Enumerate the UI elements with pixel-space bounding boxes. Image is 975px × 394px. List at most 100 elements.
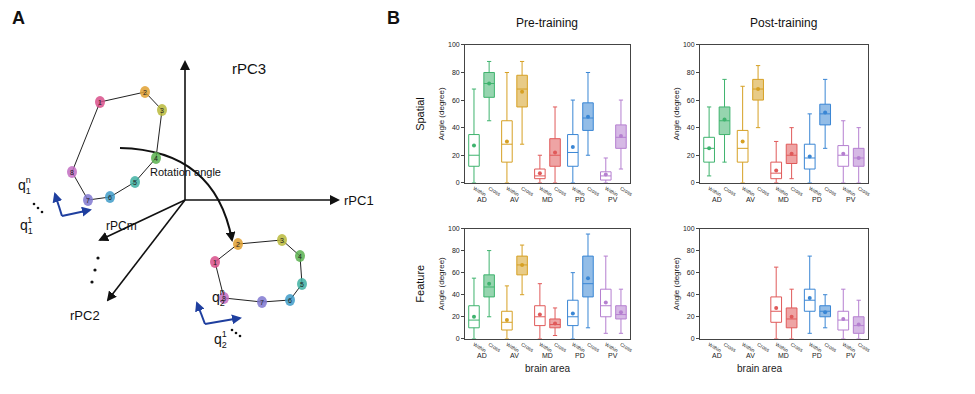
svg-text:60: 60 [687,269,695,276]
svg-text:rPCm: rPCm [106,219,137,233]
svg-text:60: 60 [452,97,460,104]
svg-text:80: 80 [452,69,460,76]
svg-text:20: 20 [452,152,460,159]
svg-text:MD: MD [778,196,789,203]
svg-text:100: 100 [448,225,460,232]
svg-text:Cross: Cross [553,341,568,353]
svg-text:Within: Within [505,185,520,197]
svg-text:Cross: Cross [790,341,805,353]
svg-text:Cross: Cross [487,341,502,353]
svg-text:q21: q21 [214,329,227,350]
svg-text:0: 0 [456,179,460,186]
svg-text:PV: PV [846,196,856,203]
svg-text:6: 6 [108,194,112,201]
svg-text:Within: Within [505,341,520,353]
svg-text:100: 100 [448,41,460,48]
svg-text:rPC2: rPC2 [70,308,100,323]
svg-text:40: 40 [687,291,695,298]
svg-text:B: B [387,8,400,28]
svg-text:q1n: q1n [18,175,31,196]
svg-text:0: 0 [691,335,695,342]
svg-text:0: 0 [691,179,695,186]
svg-text:MD: MD [778,352,789,359]
svg-text:2: 2 [236,241,240,248]
svg-text:Post-training: Post-training [750,16,817,30]
svg-text:Within: Within [472,185,487,197]
svg-text:1: 1 [213,259,217,266]
svg-text:AV: AV [746,196,755,203]
svg-text:Cross: Cross [823,341,838,353]
svg-text:Within: Within [808,341,823,353]
svg-text:20: 20 [687,152,695,159]
svg-text:Angle (degree): Angle (degree) [437,87,446,140]
svg-text:Within: Within [774,185,789,197]
svg-text:Cross: Cross [790,185,805,197]
svg-text:AV: AV [510,352,519,359]
svg-text:8: 8 [70,169,74,176]
svg-text:Cross: Cross [553,185,568,197]
svg-text:Within: Within [571,185,586,197]
svg-text:brain area: brain area [737,363,782,374]
svg-text:80: 80 [687,247,695,254]
svg-text:rPC1: rPC1 [344,193,374,208]
svg-text:q2n: q2n [212,287,225,308]
svg-text:Within: Within [842,185,857,197]
svg-text:Cross: Cross [756,341,771,353]
svg-text:Angle (degree): Angle (degree) [672,257,681,310]
svg-text:1: 1 [98,99,102,106]
svg-text:AD: AD [477,352,487,359]
svg-text:Within: Within [571,341,586,353]
svg-text:Within: Within [808,185,823,197]
svg-text:brain area: brain area [525,363,570,374]
svg-text:Cross: Cross [823,185,838,197]
svg-text:20: 20 [687,313,695,320]
svg-text:Spatial: Spatial [414,97,426,131]
svg-text:4: 4 [298,253,302,260]
svg-text:Within: Within [842,341,857,353]
svg-text:2: 2 [143,89,147,96]
svg-text:60: 60 [687,97,695,104]
svg-text:5: 5 [300,281,304,288]
svg-text:40: 40 [452,124,460,131]
svg-text:6: 6 [288,297,292,304]
svg-text:Cross: Cross [520,185,535,197]
svg-text:Within: Within [774,341,789,353]
svg-text:MD: MD [542,196,553,203]
svg-text:Feature: Feature [414,265,426,303]
svg-text:Cross: Cross [857,341,872,353]
svg-text:5: 5 [133,179,137,186]
svg-text:PV: PV [608,352,618,359]
svg-text:AV: AV [746,352,755,359]
svg-text:80: 80 [687,69,695,76]
svg-text:Within: Within [741,185,756,197]
svg-text:100: 100 [683,41,695,48]
svg-text:Pre-training: Pre-training [516,16,578,30]
svg-text:Rotation angle: Rotation angle [150,166,221,178]
svg-text:MD: MD [542,352,553,359]
svg-text:PD: PD [575,196,585,203]
svg-text:Cross: Cross [723,185,738,197]
svg-text:Within: Within [707,341,722,353]
svg-text:AD: AD [712,352,722,359]
svg-text:40: 40 [687,124,695,131]
svg-text:Cross: Cross [586,185,601,197]
svg-text:PD: PD [812,196,822,203]
svg-text:20: 20 [452,313,460,320]
svg-text:PD: PD [575,352,585,359]
svg-text:Cross: Cross [619,185,634,197]
svg-text:Within: Within [604,185,619,197]
svg-text:PV: PV [846,352,856,359]
svg-text:Within: Within [741,341,756,353]
svg-text:7: 7 [86,197,90,204]
svg-text:40: 40 [452,291,460,298]
svg-text:3: 3 [160,107,164,114]
svg-text:100: 100 [683,225,695,232]
svg-text:AD: AD [712,196,722,203]
svg-text:A: A [12,8,25,28]
svg-text:rPC3: rPC3 [232,60,266,77]
svg-text:Cross: Cross [619,341,634,353]
svg-text:PD: PD [812,352,822,359]
svg-text:Cross: Cross [520,341,535,353]
svg-text:Within: Within [472,341,487,353]
svg-text:PV: PV [608,196,618,203]
